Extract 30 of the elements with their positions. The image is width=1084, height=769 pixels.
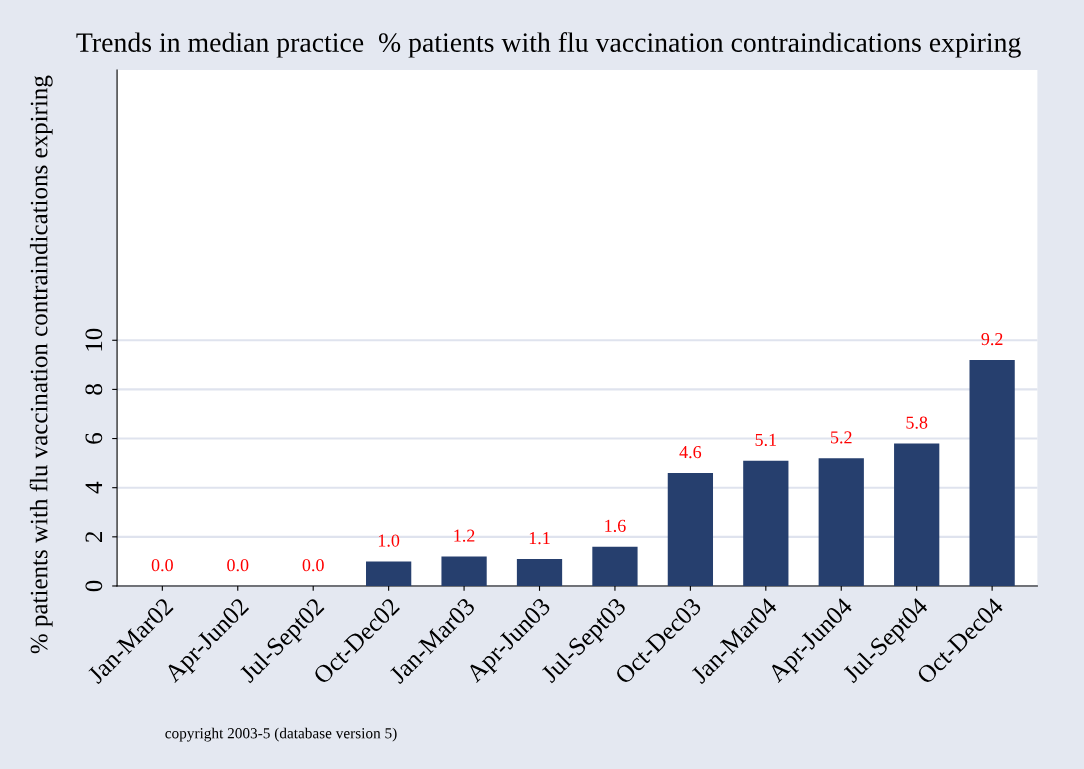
- data-label: 5.2: [831, 431, 852, 444]
- data-label: 5.8: [906, 416, 928, 429]
- y-tick-label: 6: [85, 433, 103, 444]
- data-label: 1.0: [378, 534, 400, 547]
- y-tick-label: 8: [85, 384, 103, 395]
- chart-title: Trends in median practice % patients with flu vaccination contraindications expiring: [76, 32, 1021, 58]
- data-label: 9.2: [981, 333, 1003, 346]
- text: copyright 2003-5 (database version 5): [165, 727, 397, 742]
- y-tick-label: 10: [85, 328, 103, 351]
- y-tick-label: 2: [85, 531, 103, 542]
- data-label: 1.1: [529, 532, 550, 545]
- bar: [818, 458, 864, 586]
- data-label: 0.0: [151, 559, 173, 572]
- data-label: 0.0: [227, 559, 249, 572]
- data-label: 1.2: [454, 529, 475, 542]
- y-tick-label: 4: [85, 481, 103, 494]
- bar: [894, 443, 940, 586]
- data-label: 1.6: [605, 519, 626, 532]
- bar: [516, 558, 563, 586]
- y-axis-title: % patients with flu vaccination contraindications expiring: [29, 75, 53, 654]
- y-tick-label: 0: [85, 580, 103, 592]
- bar: [366, 561, 412, 586]
- data-label: 5.1: [755, 433, 777, 446]
- bar: [969, 359, 1015, 586]
- bar: [743, 460, 789, 586]
- data-label: 4.6: [679, 446, 702, 459]
- bar: [667, 472, 714, 586]
- bar: [441, 556, 487, 586]
- data-label: 0.0: [302, 559, 324, 572]
- bar: [592, 546, 638, 586]
